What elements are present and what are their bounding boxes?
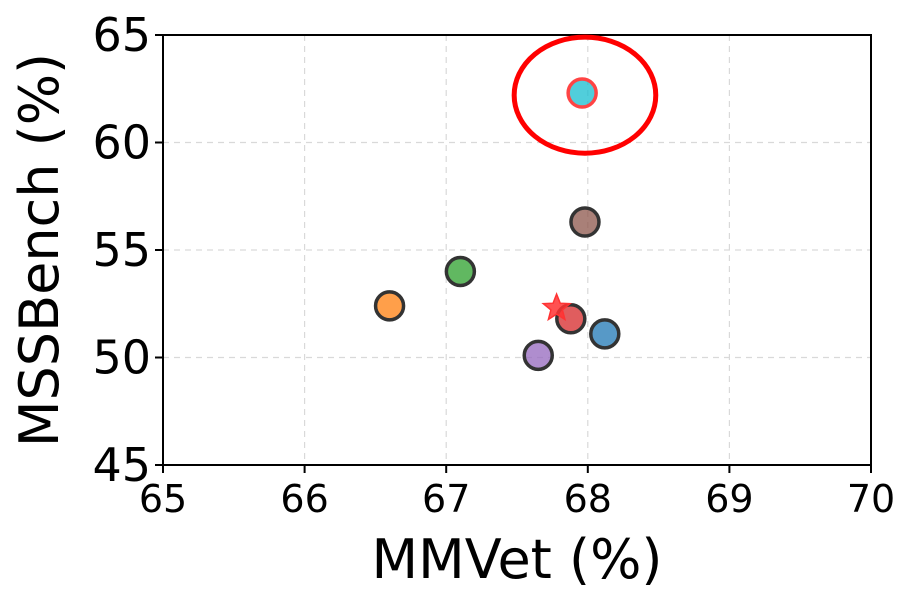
y-tick-label: 50 [92,331,151,385]
x-tick-label: 65 [139,477,187,521]
data-points [373,77,621,372]
x-tick-label: 68 [564,477,612,521]
star-marker [541,292,572,322]
scatter-point [373,290,406,322]
y-axis-title: MSSBench (%) [8,53,71,447]
x-tick-label: 70 [847,477,895,521]
x-tick-label: 67 [422,477,470,521]
axis-ticks: 65 66 67 68 69 70 45 50 55 60 65 [92,8,895,521]
scatter-point [566,77,598,109]
y-tick-label: 65 [92,8,151,62]
scatter-point [555,303,587,335]
annotations [511,34,659,156]
x-tick-label: 69 [705,477,753,521]
scatter-point [569,206,601,238]
grid-lines [162,34,872,466]
y-tick-label: 55 [92,223,151,277]
x-tick-label: 66 [280,477,328,521]
scatter-point [444,255,477,288]
highlight-ellipse [511,34,659,156]
x-axis-title: MMVet (%) [372,528,663,591]
scatter-point [522,339,554,372]
scatter-point [589,318,621,350]
y-tick-label: 45 [92,438,151,492]
y-tick-label: 60 [92,116,151,170]
